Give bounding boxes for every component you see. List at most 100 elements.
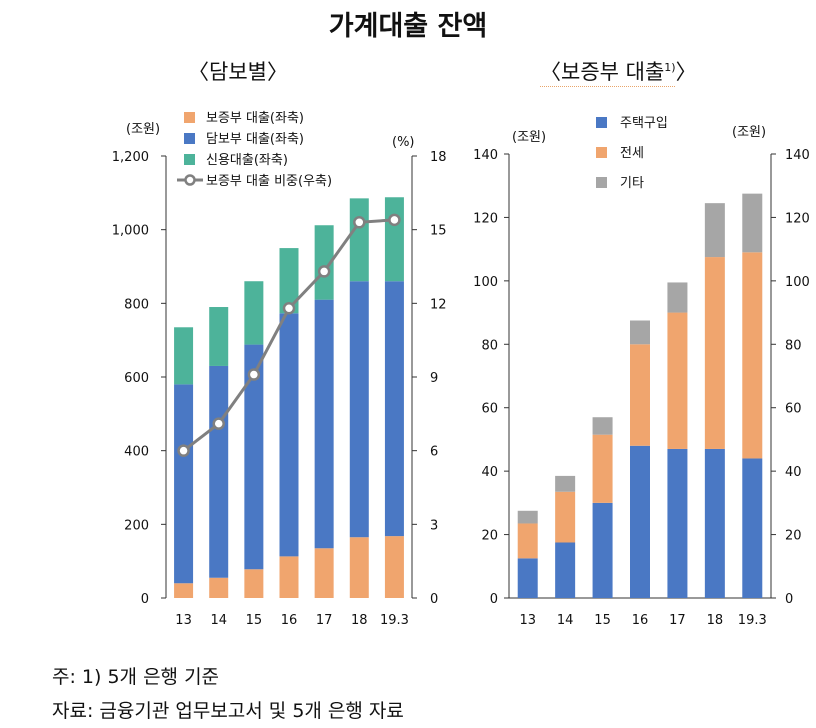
share-point [212,417,225,430]
r-left-y-tick-label: 80 [481,338,498,353]
right-x-tick-label: 17 [669,613,686,628]
left-x-tick-label: 15 [246,613,263,628]
right-y-tick-label: 0 [430,592,438,607]
left-bar-segment [244,281,264,345]
left-bar-segment [314,299,334,549]
right-x-tick-label: 18 [707,613,724,628]
r-right-y-tick-label: 40 [785,465,802,480]
left-legend-label: 담보부 대출(좌축) [206,132,304,147]
right-bar-segment [630,320,650,345]
r-right-y-tick-label: 20 [785,529,802,544]
left-bar-segment [279,556,299,598]
footnote-marker: 1) [664,61,676,74]
footnote: 주: 1) 5개 은행 기준 [52,666,220,688]
share-point [353,216,366,229]
left-y-tick-label: 400 [124,445,149,460]
left-bar-segment [384,281,404,537]
right-legend-label: 전세 [620,146,644,161]
source-note: 자료: 금융기관 업무보고서 및 5개 은행 자료 [52,700,404,722]
right-x-tick-label: 14 [557,613,574,628]
r-left-y-tick-label: 100 [473,275,498,290]
right-bar-segment [742,193,763,253]
right-bar-segment [667,312,688,449]
right-axis-unit: (%) [392,135,415,150]
right-bar-segment [555,475,576,492]
r-left-y-tick-label: 140 [473,148,498,163]
r-left-y-tick-label: 0 [490,592,498,607]
right-bar-segment [555,542,576,598]
share-point [177,444,190,457]
right-y-tick-label: 9 [430,371,438,386]
r-right-axis-unit: (조원) [732,125,766,140]
right-y-tick-label: 6 [430,445,438,460]
right-bar-segment [704,203,725,258]
right-bar-segment [630,445,650,598]
left-x-tick-label: 14 [210,613,227,628]
left-chart-subtitle: 〈담보별〉 [188,60,288,84]
right-bar-segment [704,448,725,598]
left-legend-swatch [184,112,195,123]
r-left-y-tick-label: 60 [481,402,498,417]
r-left-y-tick-label: 40 [481,465,498,480]
left-x-tick-label: 16 [281,613,298,628]
left-y-tick-label: 1,200 [112,150,149,165]
left-legend-label: 보증부 대출(좌축) [206,111,304,126]
right-bar-segment [630,344,650,446]
left-bar-segment [349,281,369,538]
right-bar-segment [667,282,688,313]
right-legend-swatch [596,177,607,188]
left-bar-segment [314,225,334,300]
share-point [282,301,296,315]
right-x-tick-label: 13 [519,613,536,628]
left-x-tick-label: 13 [175,613,192,628]
left-bar-segment [349,537,369,598]
r-right-y-tick-label: 80 [785,338,802,353]
right-bar-segment [592,502,613,598]
left-y-tick-label: 1,000 [112,224,149,239]
r-left-y-tick-label: 120 [473,211,498,226]
left-axis-unit: (조원) [126,122,160,137]
left-legend-swatch [184,154,195,165]
right-bar-segment [667,448,688,598]
page-title: 가계대출 잔액 [328,11,488,42]
share-point [388,213,401,227]
left-legend-swatch [184,133,195,144]
left-bar-segment [174,384,194,584]
left-x-tick-label: 19.3 [380,613,409,628]
right-bar-segment [742,458,763,598]
left-bar-segment [174,583,194,598]
r-right-y-tick-label: 0 [785,592,793,607]
left-bar-segment [314,548,334,598]
right-y-tick-label: 12 [430,297,447,312]
r-right-y-tick-label: 60 [785,402,802,417]
left-bar-segment [209,365,229,578]
right-bar-segment [592,434,613,503]
left-y-tick-label: 0 [141,592,149,607]
share-point [247,368,261,381]
right-chart-subtitle: 〈보증부 대출1)〉 [540,56,697,87]
right-legend-label: 주택구입 [620,116,668,131]
r-right-y-tick-label: 140 [785,148,810,163]
right-legend-label: 기타 [620,176,644,191]
right-legend-swatch [596,117,607,128]
right-bar-segment [517,510,538,524]
share-point [317,265,331,278]
right-subtitle-text: 〈보증부 대출 [540,60,665,84]
right-x-tick-label: 19.3 [738,613,767,628]
right-y-tick-label: 3 [430,518,438,533]
right-x-tick-label: 16 [632,613,649,628]
left-y-tick-label: 200 [124,518,149,533]
right-bar-segment [517,558,538,598]
r-right-y-tick-label: 100 [785,275,810,290]
right-x-tick-label: 15 [594,613,611,628]
r-left-axis-unit: (조원) [512,130,546,145]
left-legend-label: 신용대출(좌축) [206,153,288,168]
left-y-tick-label: 800 [124,297,149,312]
left-legend-label: 보증부 대출 비중(우축) [206,174,332,189]
left-bar-segment [244,569,264,598]
left-legend-marker [184,174,196,186]
right-bar-segment [742,252,763,459]
right-subtitle-close: 〉 [675,60,697,84]
r-right-y-tick-label: 120 [785,211,810,226]
